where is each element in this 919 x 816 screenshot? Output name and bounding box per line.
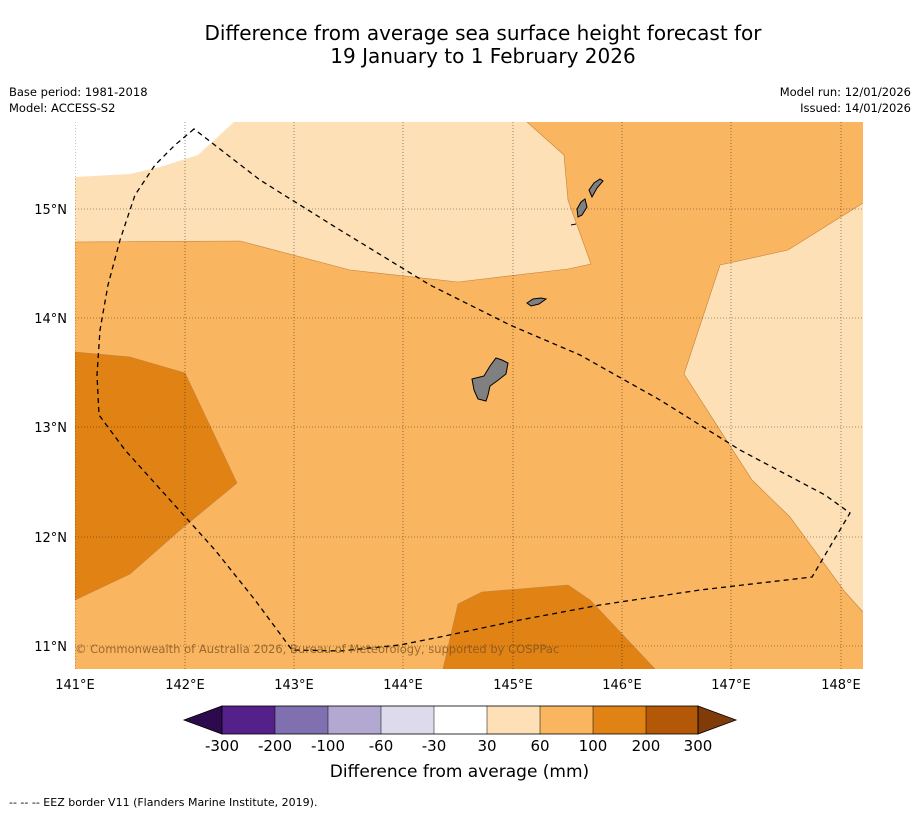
lon-axis: 141°E 142°E 143°E 144°E 145°E 146°E 147°… [55, 678, 861, 693]
map-area: © Commonwealth of Australia 2026, Bureau… [75, 122, 863, 669]
colorbar-label: 200 [632, 737, 661, 755]
colorbar-under-arrow [182, 705, 223, 735]
colorbar-label: -300 [205, 737, 239, 755]
lon-label: 146°E [602, 678, 642, 693]
contour-100-200-south [443, 585, 655, 669]
saipan-island [588, 178, 604, 199]
colorbar-label: -60 [369, 737, 394, 755]
lon-label: 147°E [711, 678, 751, 693]
colorbar-swatch [487, 706, 540, 734]
lat-label: 13°N [34, 421, 67, 436]
lon-label: 144°E [383, 678, 423, 693]
colorbar-swatch [540, 706, 593, 734]
contour-30-60-north [75, 122, 591, 282]
islands [471, 178, 604, 402]
meta-left: Base period: 1981-2018 Model: ACCESS-S2 [9, 84, 148, 116]
colorbar-swatch [434, 706, 487, 734]
model-name: Model: ACCESS-S2 [9, 101, 116, 115]
colorbar-swatch [646, 706, 698, 734]
colorbar-label: -100 [311, 737, 345, 755]
colorbar-label: 60 [530, 737, 549, 755]
lon-label: 145°E [493, 678, 533, 693]
lat-label: 14°N [34, 312, 67, 327]
chart-title: Difference from average sea surface heig… [0, 22, 919, 68]
lon-label: 143°E [274, 678, 314, 693]
colorbar-label: 30 [477, 737, 496, 755]
colorbar-label: 300 [684, 737, 713, 755]
colorbar-swatch [222, 706, 275, 734]
lat-label: 12°N [34, 531, 67, 546]
colorbar-swatch [593, 706, 646, 734]
colorbar: -300 -200 -100 -60 -30 30 60 100 200 300 [182, 705, 738, 755]
title-line-2: 19 January to 1 February 2026 [330, 44, 636, 68]
lat-axis: 15°N 14°N 13°N 12°N 11°N [34, 203, 67, 655]
lon-label: 142°E [165, 678, 205, 693]
rota-island [526, 297, 548, 307]
model-run: Model run: 12/01/2026 [779, 85, 911, 99]
colorbar-over-arrow [697, 705, 738, 735]
colorbar-labels: -300 -200 -100 -60 -30 30 60 100 200 300 [205, 737, 712, 755]
contour-30-60-east [684, 203, 863, 612]
colorbar-label: -30 [422, 737, 447, 755]
colorbar-swatch [381, 706, 434, 734]
base-period: Base period: 1981-2018 [9, 85, 148, 99]
colorbar-swatch [275, 706, 328, 734]
lat-label: 11°N [34, 640, 67, 655]
copyright-text: © Commonwealth of Australia 2026, Bureau… [75, 642, 559, 656]
tinian-island [576, 198, 588, 218]
colorbar-title: Difference from average (mm) [329, 762, 590, 782]
issued-date: Issued: 14/01/2026 [800, 101, 911, 115]
colorbar-swatch [328, 706, 381, 734]
graticule [75, 122, 863, 669]
eez-border [96, 128, 851, 652]
colorbar-label: -200 [258, 737, 292, 755]
eez-legend-note: -- -- -- EEZ border V11 (Flanders Marine… [9, 796, 318, 809]
lat-label: 15°N [34, 203, 67, 218]
lon-label: 141°E [55, 678, 95, 693]
guam-island [471, 357, 509, 402]
contour-100-200-west [75, 352, 237, 600]
contour-neutral-nw [75, 122, 234, 177]
meta-right: Model run: 12/01/2026 Issued: 14/01/2026 [780, 84, 911, 116]
lon-label: 148°E [821, 678, 861, 693]
colorbar-label: 100 [579, 737, 608, 755]
title-line-1: Difference from average sea surface heig… [204, 21, 762, 45]
